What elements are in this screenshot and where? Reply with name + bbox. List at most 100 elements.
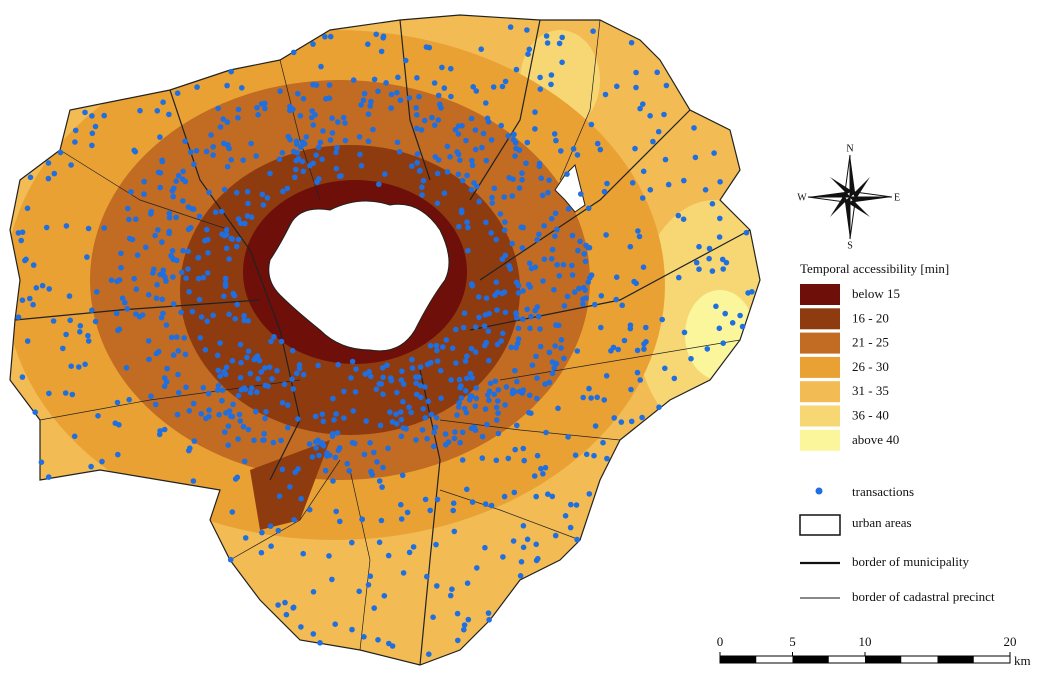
transaction <box>365 41 371 47</box>
transaction <box>631 278 637 285</box>
transaction <box>654 69 660 76</box>
transaction <box>743 229 750 236</box>
transaction <box>251 437 257 444</box>
transaction <box>516 147 523 153</box>
transaction <box>85 225 92 232</box>
transaction <box>432 424 439 431</box>
transaction <box>371 76 378 83</box>
transaction <box>636 233 643 240</box>
transaction <box>424 435 430 442</box>
transaction <box>456 223 462 230</box>
transaction <box>534 452 541 459</box>
transaction <box>541 256 548 263</box>
transaction <box>581 251 588 257</box>
transaction <box>585 279 591 286</box>
transaction <box>46 286 52 292</box>
transaction <box>352 389 359 395</box>
transaction <box>713 303 719 310</box>
transaction <box>154 108 161 114</box>
transaction <box>143 244 149 251</box>
transaction <box>238 387 245 393</box>
transaction <box>398 409 404 415</box>
transaction <box>621 337 628 344</box>
transaction <box>344 460 351 467</box>
legend-label: 31 - 35 <box>852 383 889 398</box>
transaction <box>413 437 419 443</box>
transaction <box>88 463 94 470</box>
transaction <box>521 457 527 464</box>
transaction <box>464 486 470 493</box>
transaction <box>431 443 437 450</box>
transaction <box>89 307 95 314</box>
transaction <box>122 299 128 306</box>
transaction <box>215 105 221 112</box>
transaction <box>426 651 432 657</box>
legend-label: below 15 <box>852 286 900 301</box>
transaction <box>484 421 490 428</box>
transaction <box>358 102 364 108</box>
transaction <box>428 359 434 366</box>
transaction <box>38 459 45 466</box>
transaction <box>180 168 186 175</box>
transaction <box>349 358 356 365</box>
transaction <box>509 193 516 199</box>
transaction <box>45 474 52 480</box>
transaction <box>198 411 205 417</box>
transaction <box>151 266 157 273</box>
transaction <box>494 417 500 423</box>
transaction <box>89 142 95 149</box>
transaction <box>247 389 254 396</box>
transaction <box>488 230 495 236</box>
compass-north: N <box>846 143 853 154</box>
transaction <box>266 364 273 371</box>
transaction <box>258 369 265 375</box>
compass-west: W <box>797 192 807 203</box>
transaction <box>455 171 462 178</box>
transaction <box>222 371 229 378</box>
transaction <box>717 179 723 185</box>
transaction <box>494 307 500 313</box>
transaction <box>170 352 177 358</box>
transaction <box>217 124 224 130</box>
transaction <box>538 175 544 181</box>
transaction <box>492 378 499 385</box>
transaction <box>493 404 500 411</box>
transaction <box>440 344 446 350</box>
transaction <box>152 232 158 239</box>
transaction <box>206 189 212 196</box>
scale-tick-label: 20 <box>1004 634 1017 649</box>
transaction <box>427 342 434 349</box>
transaction <box>398 516 405 522</box>
transaction <box>46 390 52 397</box>
transaction <box>647 113 653 119</box>
transaction <box>279 400 286 406</box>
transaction <box>546 349 553 356</box>
transaction <box>604 455 610 462</box>
transaction <box>262 365 268 371</box>
transaction <box>394 89 400 96</box>
transaction <box>591 452 597 459</box>
transaction <box>461 405 468 412</box>
transaction <box>533 353 539 360</box>
transaction <box>63 331 69 338</box>
transaction <box>164 365 170 372</box>
transaction <box>361 634 367 640</box>
transaction <box>433 541 439 548</box>
transaction <box>71 433 78 440</box>
transaction <box>431 122 438 128</box>
transaction <box>85 332 91 339</box>
transaction <box>131 147 137 154</box>
transaction <box>419 427 426 433</box>
transaction <box>422 415 429 421</box>
transaction <box>585 205 592 212</box>
transaction <box>169 248 176 254</box>
transaction <box>512 153 518 159</box>
transaction <box>118 264 124 271</box>
legend-label: above 40 <box>852 432 899 447</box>
transaction <box>488 502 495 509</box>
transaction <box>298 144 304 150</box>
transaction <box>451 435 458 442</box>
transaction <box>706 245 713 252</box>
transaction <box>709 268 716 274</box>
transaction <box>681 329 688 336</box>
